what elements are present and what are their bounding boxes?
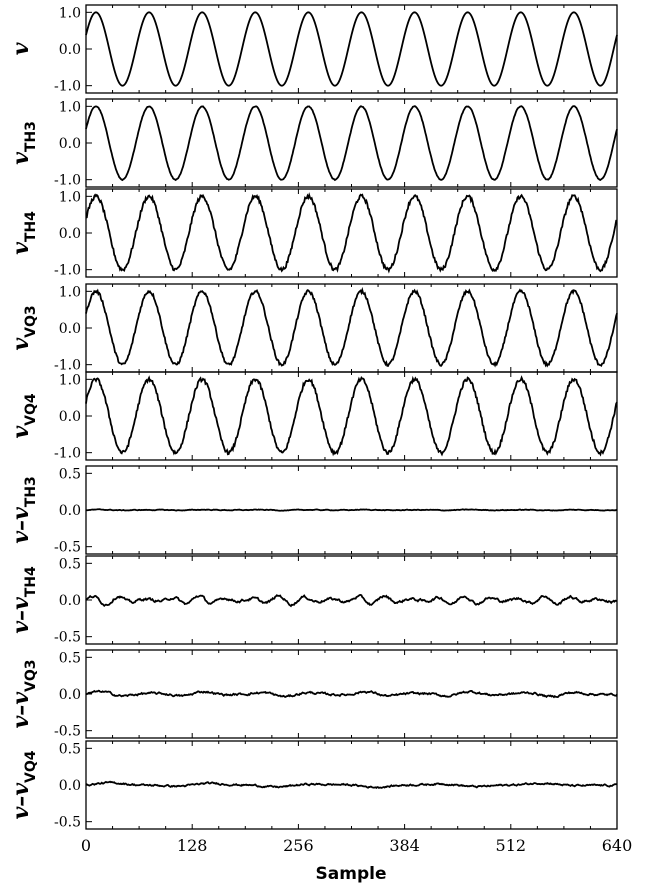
x-tick-label: 384	[389, 836, 420, 855]
y-axis-label-main: v–v	[8, 692, 34, 729]
y-axis-label: v–vTH3	[8, 476, 39, 544]
y-axis-label: v–vVQ3	[8, 659, 39, 728]
y-axis-label-sub: TH3	[23, 476, 39, 507]
panel-frame	[85, 283, 618, 373]
series-line	[85, 105, 618, 182]
y-tick-label: 0.0	[59, 503, 81, 519]
series-line	[85, 11, 618, 87]
y-tick-label: -0.5	[54, 724, 81, 740]
y-tick-label: 0.5	[59, 556, 81, 572]
panel-2: 1.0 0.0 -1.0 vTH3	[8, 98, 618, 189]
y-tick-label: 1.0	[59, 372, 81, 388]
y-axis-label-main: v–v	[8, 783, 34, 820]
y-axis-label: v–vVQ4	[8, 750, 39, 819]
x-tick-label: 256	[283, 836, 314, 855]
y-axis-label: v–vTH4	[8, 566, 39, 634]
y-tick-label: 0.5	[59, 466, 81, 482]
series-line	[85, 593, 618, 608]
panel-1: 1.0 0.0 -1.0 v	[8, 4, 618, 95]
y-tick-label: 1.0	[59, 5, 81, 21]
y-axis-label: vVQ4	[8, 393, 39, 439]
y-tick-label: -1.0	[54, 358, 81, 374]
y-axis-label-main: v	[8, 42, 34, 55]
y-tick-label: 0.0	[59, 409, 81, 425]
series-line	[85, 689, 618, 699]
panel-frame	[85, 98, 618, 188]
y-axis-label-main: v	[8, 242, 34, 255]
panel-6: 0.5 0.0 -0.5 v–vTH3	[8, 465, 618, 556]
y-tick-label: -0.5	[54, 815, 81, 831]
panel-5: 1.0 0.0 -1.0 vVQ4	[8, 371, 618, 462]
y-tick-label: 0.0	[59, 136, 81, 152]
y-tick-label: -1.0	[54, 263, 81, 279]
y-tick-label: -1.0	[54, 446, 81, 462]
y-tick-label: 1.0	[59, 99, 81, 115]
y-axis-label-sub: VQ4	[23, 393, 39, 426]
x-tick-label: 512	[496, 836, 527, 855]
series-line	[85, 508, 618, 512]
y-axis-label: vTH3	[8, 121, 39, 165]
y-tick-label: -1.0	[54, 173, 81, 189]
y-tick-label: 1.0	[59, 189, 81, 205]
x-tick-label: 128	[177, 836, 208, 855]
y-axis-label-main: v	[8, 152, 34, 165]
y-axis-label-sub: VQ3	[23, 305, 39, 337]
y-tick-label: -0.5	[54, 630, 81, 646]
y-tick-label: -0.5	[54, 540, 81, 556]
x-axis: 0 128 256 384 512 640	[81, 836, 632, 855]
panel-frame	[85, 371, 618, 461]
series-line	[85, 192, 618, 274]
y-axis-label: v	[8, 42, 34, 55]
panel-3: 1.0 0.0 -1.0 vTH4	[8, 188, 618, 279]
series-line	[85, 286, 618, 368]
y-axis-label: vTH4	[8, 211, 39, 255]
panel-frame	[85, 188, 618, 278]
y-axis-label-main: v	[8, 338, 34, 351]
y-tick-label: 0.0	[59, 226, 81, 242]
panel-7: 0.5 0.0 -0.5 v–vTH4	[8, 555, 618, 646]
y-axis-label-sub: TH4	[23, 211, 39, 242]
y-tick-label: 0.0	[59, 593, 81, 609]
y-tick-label: 0.0	[59, 42, 81, 58]
y-axis-label-main: v	[8, 426, 34, 439]
panel-frame	[85, 4, 618, 94]
y-axis-label-main: v–v	[8, 597, 34, 634]
y-axis-label-main: v–v	[8, 507, 34, 544]
x-tick-label: 0	[81, 836, 91, 855]
y-tick-label: 0.0	[59, 687, 81, 703]
y-axis-label-sub: TH3	[23, 121, 39, 152]
y-axis-label-sub: VQ4	[23, 750, 39, 783]
y-tick-label: 0.0	[59, 321, 81, 337]
y-axis-label-sub: VQ3	[23, 659, 39, 691]
y-tick-label: 0.0	[59, 778, 81, 794]
panels: 1.00.0-1.0v1.00.0-1.0vTH31.00.0-1.0vTH41…	[8, 4, 618, 831]
panel-8: 0.5 0.0 -0.5 v–vVQ3	[8, 649, 618, 740]
x-tick-label: 640	[602, 836, 633, 855]
y-tick-label: -1.0	[54, 79, 81, 95]
x-axis-label: Sample	[316, 864, 387, 884]
y-tick-label: 1.0	[59, 284, 81, 300]
panel-4: 1.0 0.0 -1.0 vVQ3	[8, 283, 618, 374]
y-axis-label: vVQ3	[8, 305, 39, 350]
series-line	[85, 375, 618, 457]
y-axis-label-sub: TH4	[23, 566, 39, 597]
series-line	[85, 780, 618, 789]
panel-9: 0.5 0.0 -0.5 v–vVQ4	[8, 740, 618, 831]
y-tick-label: 0.5	[59, 650, 81, 666]
y-tick-label: 0.5	[59, 741, 81, 757]
